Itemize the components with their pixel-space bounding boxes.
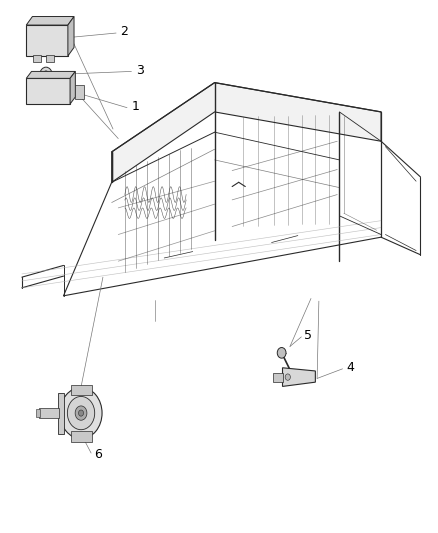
Text: 5: 5 [304,329,312,342]
Circle shape [75,406,87,420]
Polygon shape [26,17,74,25]
Bar [33,55,41,62]
Text: 2: 2 [120,26,128,38]
Bar [36,409,40,417]
Bar [46,55,54,62]
Polygon shape [70,71,75,104]
Text: 1: 1 [131,100,139,113]
Circle shape [40,67,52,82]
Bar [26,25,68,56]
Bar [26,78,70,104]
Bar [58,393,64,433]
Circle shape [67,397,95,430]
Bar [71,384,92,395]
Circle shape [43,71,49,78]
Circle shape [60,387,102,439]
Polygon shape [26,71,75,78]
Bar [75,85,84,99]
Bar [273,373,283,382]
Circle shape [285,374,290,381]
Circle shape [78,410,84,416]
Text: 4: 4 [346,361,354,374]
Polygon shape [68,17,74,56]
Polygon shape [112,83,381,182]
Bar [71,431,92,442]
Circle shape [277,348,286,358]
Bar [39,408,59,418]
Text: 6: 6 [94,448,102,461]
Text: 3: 3 [136,64,144,77]
Polygon shape [283,368,315,386]
